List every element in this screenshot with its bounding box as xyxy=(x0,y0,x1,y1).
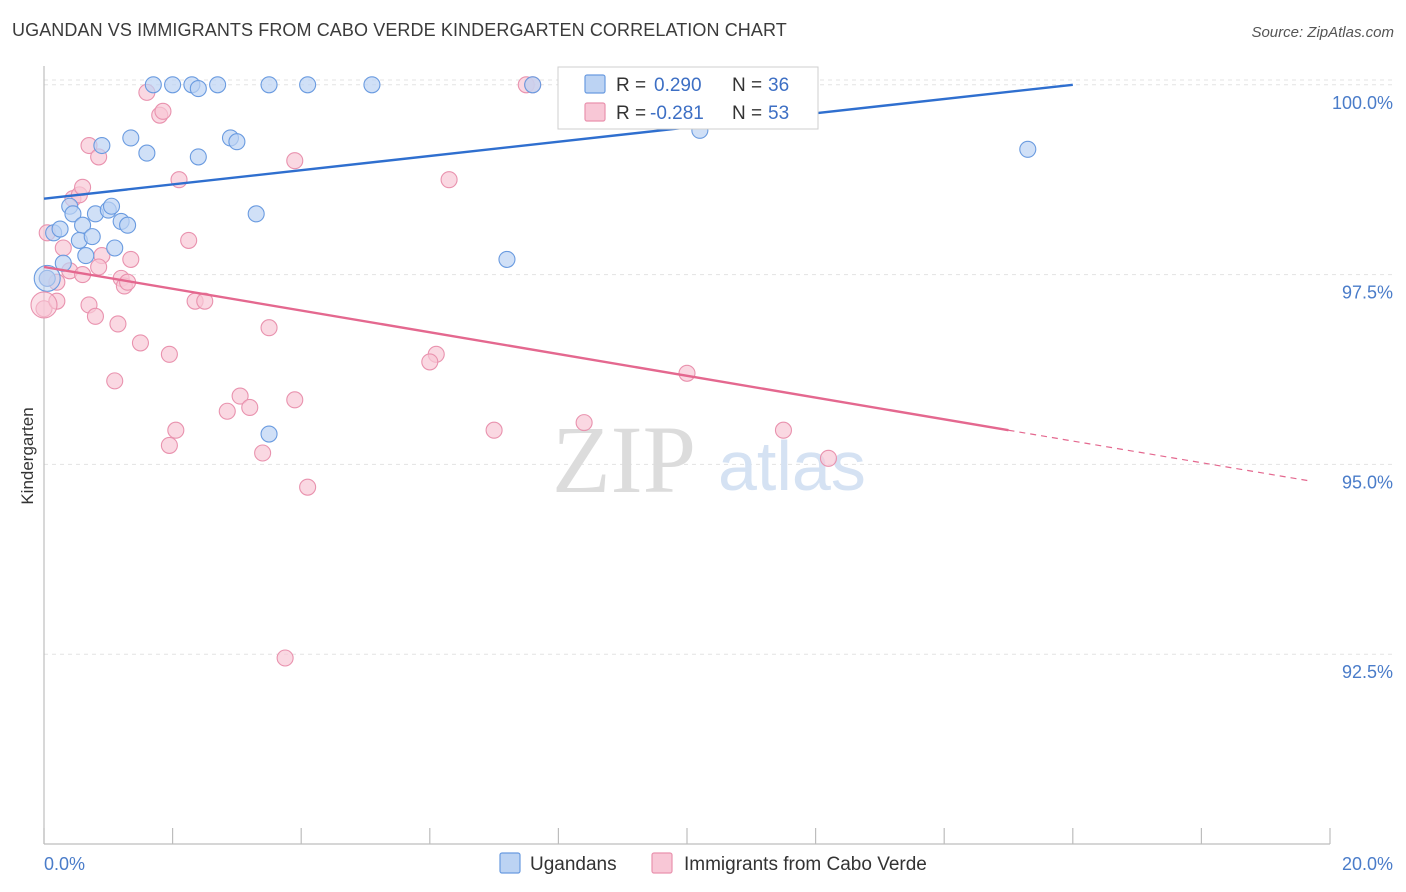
point-cabo-verde-2 xyxy=(154,102,172,120)
point-cabo-verde-7 xyxy=(286,152,304,170)
y-tick-label-0: 92.5% xyxy=(1342,662,1393,682)
point-ugandans-35 xyxy=(260,425,278,443)
point-ugandans-13 xyxy=(228,133,246,151)
point-cabo-verde-38 xyxy=(678,364,696,382)
point-cabo-verde-44 xyxy=(575,414,593,432)
point-ugandans-26 xyxy=(51,220,69,238)
point-cabo-verde-39 xyxy=(106,372,124,390)
x-tick-label-1: 20.0% xyxy=(1342,854,1393,874)
point-ugandans-5 xyxy=(260,76,278,94)
point-cabo-verde-41 xyxy=(286,391,304,409)
points-layer xyxy=(30,76,1037,667)
point-cabo-verde-43 xyxy=(241,398,259,416)
point-cabo-verde-34 xyxy=(131,334,149,352)
chart-source: Source: ZipAtlas.com xyxy=(1251,24,1394,41)
point-ugandans-15 xyxy=(1019,140,1037,158)
point-ugandans-29 xyxy=(83,228,101,246)
point-cabo-verde-49 xyxy=(254,444,272,462)
point-ugandans-0 xyxy=(144,76,162,94)
point-ugandans-30 xyxy=(106,239,124,257)
point-cabo-verde-40 xyxy=(231,387,249,405)
y-tick-label-2: 97.5% xyxy=(1342,283,1393,303)
point-cabo-verde-29 xyxy=(86,307,104,325)
point-cabo-verde-52 xyxy=(276,649,294,667)
point-ugandans-21 xyxy=(102,197,121,215)
point-ugandans-7 xyxy=(363,76,381,94)
point-ugandans-32 xyxy=(77,247,95,265)
point-ugandans-23 xyxy=(119,216,137,234)
point-cabo-verde-18 xyxy=(90,258,108,276)
correlation-legend: R = 0.290 N = 36 R = -0.281 N = 53 xyxy=(557,66,819,130)
point-cabo-verde-8 xyxy=(440,171,458,189)
watermark: ZIP atlas xyxy=(552,406,866,513)
tick-label-layer: 92.5% 95.0% 97.5% 100.0% 0.0% 20.0% xyxy=(44,93,1393,874)
axes-layer xyxy=(43,66,1331,845)
point-cabo-verde-cluster xyxy=(30,291,58,319)
point-ugandans-24 xyxy=(247,205,265,223)
point-ugandans-9 xyxy=(122,129,140,147)
point-cabo-verde-15 xyxy=(54,239,72,257)
point-cabo-verde-45 xyxy=(485,421,503,439)
chart-title: UGANDAN VS IMMIGRANTS FROM CABO VERDE KI… xyxy=(12,20,787,40)
point-ugandans-14 xyxy=(93,136,111,155)
point-cabo-verde-46 xyxy=(774,421,793,439)
point-ugandans-18 xyxy=(64,205,82,223)
point-cabo-verde-30 xyxy=(109,315,127,333)
legend-r-value-2: -0.281 xyxy=(650,103,704,124)
point-cabo-verde-33 xyxy=(260,319,278,337)
point-cabo-verde-17 xyxy=(122,250,140,268)
point-cabo-verde-42 xyxy=(218,402,236,420)
bottom-legend-label-ugandans: Ugandans xyxy=(530,854,617,875)
series-legend: Ugandans Immigrants from Cabo Verde xyxy=(499,852,927,875)
legend-swatch-ugandans xyxy=(584,74,606,94)
legend-r-label-1: R = xyxy=(616,75,646,96)
legend-n-value-1: 36 xyxy=(768,75,789,96)
point-ugandans-cluster xyxy=(33,264,61,292)
point-cabo-verde-47 xyxy=(167,421,185,439)
bottom-legend-swatch-ugandans xyxy=(499,852,521,874)
point-ugandans-1 xyxy=(164,76,182,94)
point-ugandans-4 xyxy=(209,76,227,94)
watermark-zip: ZIP xyxy=(552,406,696,513)
trend-line-cabo-verde xyxy=(43,265,1009,432)
point-ugandans-3 xyxy=(189,80,207,98)
legend-n-value-2: 53 xyxy=(768,103,789,124)
legend-r-label-2: R = xyxy=(616,103,646,124)
point-cabo-verde-14 xyxy=(180,231,198,249)
point-ugandans-6 xyxy=(299,76,317,94)
point-cabo-verde-35 xyxy=(160,345,178,363)
point-ugandans-11 xyxy=(189,148,207,166)
y-axis-title: Kindergarten xyxy=(18,407,37,504)
point-cabo-verde-51 xyxy=(299,478,317,496)
grid-layer xyxy=(44,79,1392,655)
watermark-atlas: atlas xyxy=(718,427,866,505)
trend-layer xyxy=(43,83,1311,482)
bottom-legend-swatch-cabo-verde xyxy=(651,852,673,874)
point-cabo-verde-48 xyxy=(160,436,178,454)
point-ugandans-10 xyxy=(138,144,156,162)
legend-r-value-1: 0.290 xyxy=(654,75,702,96)
bottom-legend-label-cabo-verde: Immigrants from Cabo Verde xyxy=(684,854,927,875)
trend-line-ugandans xyxy=(43,83,1073,200)
legend-n-label-2: N = xyxy=(732,103,762,124)
point-ugandans-8 xyxy=(524,76,542,94)
x-tick-label-0: 0.0% xyxy=(44,854,85,874)
y-tick-label-1: 95.0% xyxy=(1342,472,1393,492)
point-ugandans-33 xyxy=(498,250,516,268)
y-tick-label-3: 100.0% xyxy=(1332,93,1393,113)
legend-swatch-cabo-verde xyxy=(584,102,606,122)
trend-line-cabo-verde-extrapolated xyxy=(1008,429,1311,482)
point-cabo-verde-50 xyxy=(819,449,838,467)
legend-n-label-1: N = xyxy=(732,75,762,96)
point-cabo-verde-37 xyxy=(421,353,439,371)
